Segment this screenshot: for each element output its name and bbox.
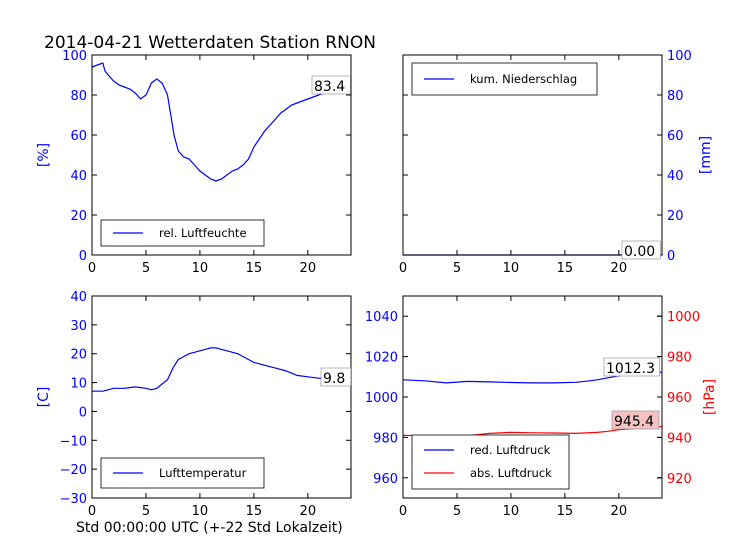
x-tick-label: 5 (142, 261, 150, 276)
y-tick-label: −20 (60, 463, 87, 478)
x-tick-label: 10 (503, 504, 520, 519)
legend-label: rel. Luftfeuchte (159, 226, 247, 240)
legend: rel. Luftfeuchte (100, 219, 265, 247)
y2-tick-label: 980 (667, 351, 692, 366)
x-tick-label: 5 (453, 504, 461, 519)
y-tick-label: 960 (373, 472, 398, 487)
y2-tick-label: 960 (667, 391, 692, 406)
chart-panel-1: 0 5 10 15 20 0 20 40 60 80 100 [%] rel. Luftfeuchte 8… (36, 49, 352, 276)
plot-frame (91, 295, 352, 499)
y-tick-label: 80 (70, 89, 87, 104)
y-tick-label: 60 (70, 129, 87, 144)
x-tick-label: 20 (300, 504, 317, 519)
value-annotation: 945.4 (614, 414, 654, 430)
y-axis-label: [mm] (698, 136, 714, 174)
value-annotation-box (603, 357, 660, 377)
y-tick-label: 0 (667, 249, 675, 264)
y-tick-label: −10 (60, 434, 87, 449)
y-tick-label: 20 (70, 348, 87, 363)
y-tick-label: 1000 (365, 391, 398, 406)
value-annotation-box (320, 367, 352, 387)
plot-frame (402, 54, 663, 256)
x-tick-label: 20 (611, 504, 628, 519)
y-tick-label: 10 (70, 377, 87, 392)
y-tick-label: 40 (70, 290, 87, 305)
x-tick-label: 10 (192, 504, 209, 519)
y-tick-label: 60 (667, 129, 684, 144)
legend-label: Lufttemperatur (159, 466, 247, 480)
y-tick-label: 1020 (365, 351, 398, 366)
y-axis-label: [C] (36, 387, 52, 408)
value-annotation: 83.4 (314, 79, 345, 95)
series-line-1 (91, 62, 352, 182)
x-tick-label: 15 (246, 504, 263, 519)
value-annotation: 0.00 (624, 244, 655, 260)
x-tick-label: 0 (399, 504, 407, 519)
plot-frame (91, 54, 352, 256)
value-annotation-box (611, 410, 660, 430)
x-tick-label: 15 (557, 261, 574, 276)
y-tick-label: 0 (79, 249, 87, 264)
y-tick-label: 30 (70, 319, 87, 334)
legend-label: red. Luftdruck (470, 443, 551, 457)
y-tick-label: 20 (70, 209, 87, 224)
y-tick-label: 0 (79, 405, 87, 420)
x-tick-label: 10 (503, 261, 520, 276)
y-tick-label: 20 (667, 209, 684, 224)
x-tick-label: 20 (300, 261, 317, 276)
chart-panel-2: 0 5 10 15 20 0 20 40 60 80 100 [mm] kum. Niederschla… (399, 49, 714, 276)
y-tick-label: 100 (62, 49, 87, 64)
legend: kum. Niederschlag (411, 62, 598, 96)
legend-frame (411, 434, 570, 490)
y-tick-label: 1040 (365, 310, 398, 325)
figure-title: 2014-04-21 Wetterdaten Station RNON (44, 33, 376, 53)
y-axis-label: [%] (36, 143, 52, 167)
chart-panel-4: 0 5 10 15 20 960 980 1000 1020 1040 920 940 960 980 10… (365, 295, 718, 519)
x-tick-label: 20 (611, 261, 628, 276)
y-tick-label: 100 (667, 49, 692, 64)
x-tick-label: 10 (192, 261, 209, 276)
legend-label: kum. Niederschlag (470, 72, 577, 86)
value-annotation: 9.8 (323, 371, 345, 387)
x-tick-label: 0 (88, 504, 96, 519)
x-tick-label: 5 (453, 261, 461, 276)
series-line-1 (92, 347, 352, 392)
legend-label: abs. Luftdruck (470, 466, 552, 480)
y2-tick-label: 1000 (667, 310, 700, 325)
y-tick-label: −30 (60, 492, 87, 507)
x-tick-label: 0 (88, 261, 96, 276)
y-tick-label: 80 (667, 89, 684, 104)
chart-panel-3: 0 5 10 15 20 −30 −20 −10 0 10 20 30 40 [C] Lufttempera… (36, 290, 352, 519)
y2-axis-label: [hPa] (702, 379, 718, 415)
legend: Lufttemperatur (100, 457, 265, 489)
x-tick-label: 5 (142, 504, 150, 519)
value-annotation-box (311, 75, 351, 95)
y-tick-label: 980 (373, 431, 398, 446)
value-annotation-box (621, 240, 661, 260)
x-tick-label: 0 (399, 261, 407, 276)
x-tick-label: 15 (246, 261, 263, 276)
x-axis-label: Std 00:00:00 UTC (+-22 Std Lokalzeit) (76, 520, 343, 536)
legend: red. Luftdruck abs. Luftdruck (411, 434, 570, 490)
y2-tick-label: 940 (667, 431, 692, 446)
y-tick-label: 40 (667, 169, 684, 184)
value-annotation: 1012.3 (606, 361, 655, 377)
x-tick-label: 15 (557, 504, 574, 519)
y2-tick-label: 920 (667, 472, 692, 487)
y-tick-label: 40 (70, 169, 87, 184)
